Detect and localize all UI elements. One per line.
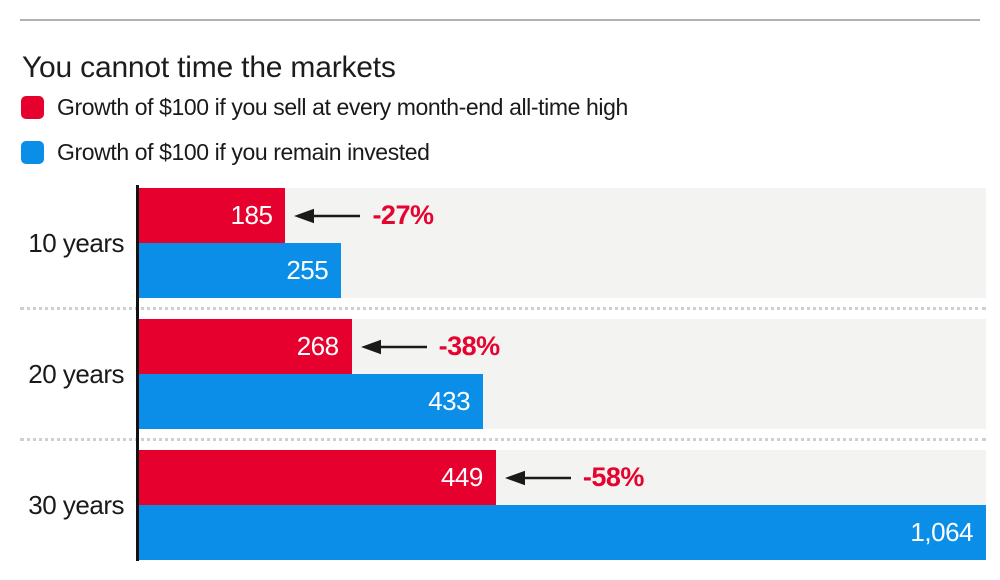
- loss-annotation: -38%: [360, 319, 501, 374]
- bar-row-invested: 433: [138, 374, 986, 429]
- left-arrow-icon: [294, 208, 361, 223]
- plot-band: 268 -38% 433: [138, 319, 986, 429]
- bar-invested: 433: [138, 374, 484, 429]
- bar-value-label: 268: [296, 331, 339, 361]
- loss-percent-label: -38%: [438, 331, 501, 361]
- group-separator: [0, 298, 1000, 319]
- plot-band: 185 -27% 255: [138, 188, 986, 298]
- legend-label-sell: Growth of $100 if you sell at every mont…: [57, 93, 628, 120]
- left-arrow-icon: [504, 470, 571, 485]
- group-separator: [0, 429, 1000, 450]
- category-label: 10 years: [28, 227, 124, 258]
- bar-row-invested: 1,064: [138, 505, 986, 560]
- bar-sell: 185: [138, 188, 286, 243]
- left-arrow-icon: [360, 339, 427, 354]
- dotted-separator-line: [20, 307, 986, 310]
- legend-swatch-blue-icon: [21, 140, 44, 164]
- bar-row-sell: 268 -38%: [138, 319, 986, 374]
- chart-group-30-years: 30 years 449 -58% 1: [0, 450, 1000, 560]
- bar-value-label: 1,064: [910, 517, 973, 547]
- bar-sell: 449: [138, 450, 496, 505]
- bar-value-label: 449: [440, 462, 483, 492]
- bar-sell: 268: [138, 319, 352, 374]
- chart-group-20-years: 20 years 268 -38% 4: [0, 319, 1000, 429]
- bar-row-sell: 185 -27%: [138, 188, 986, 243]
- bar-row-invested: 255: [138, 243, 986, 298]
- bar-invested: 1,064: [138, 505, 986, 560]
- legend-item-invested: Growth of $100 if you remain invested: [21, 138, 628, 165]
- loss-annotation: -27%: [294, 188, 434, 243]
- chart-group-10-years: 10 years 185 -27% 2: [0, 188, 1000, 298]
- bar-chart: 10 years 185 -27% 2: [0, 185, 1000, 561]
- y-axis-line: [136, 185, 139, 561]
- legend-label-invested: Growth of $100 if you remain invested: [57, 138, 430, 165]
- loss-annotation: -58%: [504, 450, 645, 505]
- legend-swatch-red-icon: [21, 95, 44, 119]
- bar-value-label: 433: [428, 386, 471, 416]
- bar-value-label: 185: [230, 200, 273, 230]
- loss-percent-label: -58%: [582, 462, 645, 492]
- chart-title: You cannot time the markets: [22, 51, 396, 85]
- category-label: 30 years: [28, 489, 124, 520]
- top-divider-rule: [20, 19, 980, 21]
- plot-band: 449 -58% 1,064: [138, 450, 986, 560]
- bar-row-sell: 449 -58%: [138, 450, 986, 505]
- bar-invested: 255: [138, 243, 342, 298]
- chart-legend: Growth of $100 if you sell at every mont…: [21, 93, 628, 185]
- loss-percent-label: -27%: [372, 200, 434, 230]
- category-label: 20 years: [28, 358, 124, 389]
- bar-value-label: 255: [286, 255, 329, 285]
- legend-item-sell: Growth of $100 if you sell at every mont…: [21, 93, 628, 120]
- dotted-separator-line: [20, 438, 986, 441]
